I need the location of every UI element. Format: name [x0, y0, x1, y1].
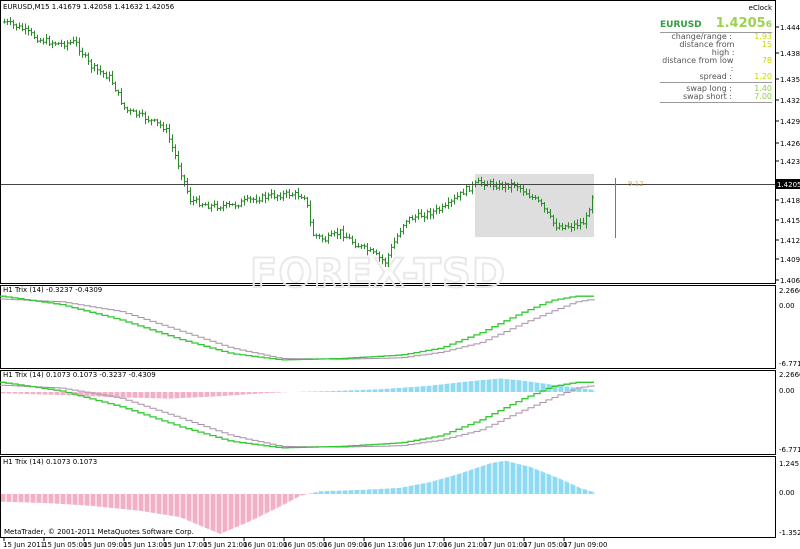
info-row-swap-short: swap short : 7.00 — [660, 93, 772, 101]
time-tick-label: 16 Jun 01:00 — [243, 541, 287, 549]
info-separator — [660, 102, 772, 103]
info-value: 1.20 — [754, 72, 772, 81]
info-label: swap long : — [686, 84, 732, 93]
pane2-tick-top: 2.2666 — [779, 287, 800, 295]
price-tick-label: 1.41515 — [780, 217, 800, 225]
price-tick-label: 1.42675 — [780, 140, 800, 148]
selection-box[interactable] — [475, 174, 594, 237]
time-tick-label: 16 Jun 17:00 — [403, 541, 447, 549]
info-label: distance from high : — [679, 40, 735, 57]
eclock-info-panel: eClock EURUSD 1.42056 change/range : 1.93… — [660, 4, 772, 105]
pane4-tick-zero: 0.00 — [779, 489, 795, 497]
info-row-swap-long: swap long : 1.40 — [660, 85, 772, 93]
pane2-tick-zero: 0.00 — [779, 302, 795, 310]
info-value: 78 — [761, 56, 772, 65]
price-tick-label: 1.43555 — [780, 76, 800, 84]
copyright-footer: MetaTrader, © 2001-2011 MetaQuotes Softw… — [4, 528, 194, 536]
info-label: spread : — [699, 72, 733, 81]
price-tick-label: 1.42390 — [780, 158, 800, 166]
pane4-tick-bottom: -1.3528 — [779, 529, 800, 537]
info-row-spread: spread : 1.20 — [660, 72, 773, 81]
time-tick-label: 17 Jun 05:00 — [523, 541, 567, 549]
time-tick-label: 15 Jun 2011 — [3, 541, 45, 549]
pane3-tick-zero: 0.00 — [779, 387, 795, 395]
time-tick-label: 16 Jun 13:00 — [363, 541, 407, 549]
info-separator — [660, 82, 772, 83]
time-tick-label: 15 Jun 17:00 — [163, 541, 207, 549]
time-tick-label: 15 Jun 21:00 — [203, 541, 247, 549]
info-value: 1.93 — [754, 32, 772, 41]
price-tick-label: 1.40935 — [780, 256, 800, 264]
price-bars — [3, 17, 594, 268]
time-tick-label: 16 Jun 09:00 — [323, 541, 367, 549]
pane4-tick-top: 1.245 — [779, 460, 799, 468]
pane3-tick-top: 2.2666 — [779, 371, 800, 379]
time-tick-label: 15 Jun 13:00 — [123, 541, 167, 549]
info-row-dist-high: distance from high : 15 — [660, 41, 772, 57]
symbol-name: EURUSD — [660, 20, 702, 30]
pane3-trix-fast-line — [0, 381, 594, 449]
price-tick-label: 1.40640 — [780, 277, 800, 285]
pane3-title: H1 Trix (14) 0.1073 0.1073 -0.3237 -0.43… — [3, 371, 156, 379]
price-tick-label: 1.43265 — [780, 97, 800, 105]
time-tick-label: 15 Jun 09:00 — [83, 541, 127, 549]
time-tick-label: 17 Jun 01:00 — [483, 541, 527, 549]
price-main: 1.4205 — [715, 16, 766, 31]
current-price-tag — [776, 179, 800, 189]
pane2-frame — [0, 285, 776, 369]
eclock-label: eClock — [748, 4, 772, 12]
pane4-histogram — [1, 460, 595, 534]
info-label: distance from low : — [662, 56, 734, 73]
price-last-digit: 6 — [765, 20, 772, 30]
pane4-frame — [0, 456, 776, 538]
time-tick-label: 16 Jun 05:00 — [283, 541, 327, 549]
info-value: 1.40 — [754, 84, 772, 93]
pane3-frame — [0, 370, 776, 455]
pane2-trix-slow-line — [0, 298, 595, 360]
time-tick-label: 16 Jun 21:00 — [443, 541, 487, 549]
price-tick-label: 1.44410 — [780, 24, 800, 32]
bar-timer-label: 9:12 — [628, 180, 644, 188]
price-axis: 1.44410 1.43880 1.43555 1.43265 1.42970 1.426… — [776, 24, 800, 285]
time-tick-label: 17 Jun 09:00 — [563, 541, 607, 549]
info-row-dist-low: distance from low : 78 — [660, 57, 772, 73]
symbol-price: 1.42056 — [716, 12, 772, 31]
price-tick-label: 1.41800 — [780, 197, 800, 205]
price-pane-frame — [0, 0, 776, 284]
price-tick-label: 1.42970 — [780, 118, 800, 126]
window-title: EURUSD,M15 1.41679 1.42058 1.41632 1.420… — [3, 3, 175, 11]
pane2-trix-fast-line — [0, 295, 594, 361]
symbol-row: EURUSD 1.42056 — [660, 12, 772, 33]
current-price-tag-text: 1.42056 — [777, 181, 800, 189]
info-value: 15 — [761, 40, 772, 49]
info-value: 7.00 — [754, 92, 772, 101]
info-label: change/range : — [671, 32, 732, 41]
info-label: swap short : — [682, 92, 732, 101]
pane4-title: H1 Trix (14) 0.1073 0.1073 — [3, 458, 97, 466]
watermark-logo: FOREX-TSD — [250, 251, 506, 297]
price-tick-label: 1.41225 — [780, 237, 800, 245]
time-tick-label: 15 Jun 05:00 — [43, 541, 87, 549]
pane2-title: H1 Trix (14) -0.3237 -0.4309 — [3, 286, 102, 294]
price-tick-label: 1.43880 — [780, 50, 800, 58]
pane3-histogram — [1, 378, 595, 399]
info-row-change: change/range : 1.93 — [660, 33, 772, 41]
pane3-trix-slow-line — [0, 384, 595, 448]
